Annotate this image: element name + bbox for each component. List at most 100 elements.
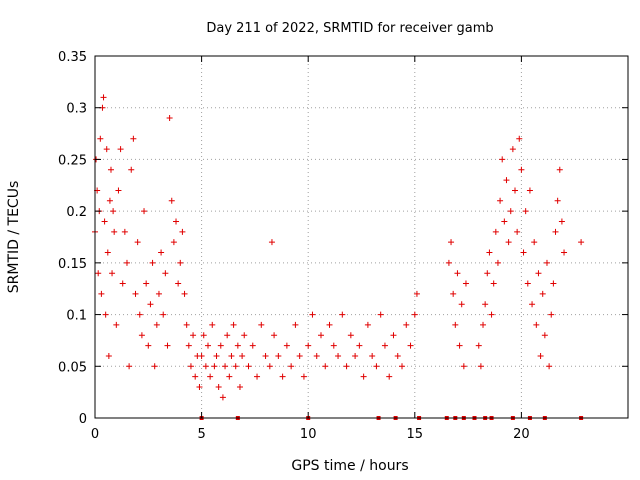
data-point — [448, 239, 455, 246]
data-point — [175, 280, 182, 287]
data-point — [454, 270, 461, 277]
data-point — [522, 208, 529, 215]
data-point — [539, 290, 546, 297]
x-tick-label: 15 — [407, 427, 424, 442]
data-point — [141, 208, 148, 215]
data-point — [128, 166, 135, 173]
data-point — [543, 259, 550, 266]
data-point — [147, 301, 154, 308]
data-point — [364, 321, 371, 328]
y-tick-label: 0.25 — [58, 153, 87, 168]
data-point — [541, 332, 548, 339]
data-point — [386, 373, 393, 380]
data-point — [399, 363, 406, 370]
data-point — [230, 321, 237, 328]
data-point — [107, 166, 114, 173]
data-point — [292, 321, 299, 328]
data-point — [503, 177, 510, 184]
data-point — [537, 352, 544, 359]
data-point — [505, 239, 512, 246]
data-point — [196, 383, 203, 390]
data-point — [552, 228, 559, 235]
data-point — [219, 394, 226, 401]
data-point — [317, 332, 324, 339]
y-tick-label: 0.35 — [58, 50, 87, 65]
data-point — [117, 146, 124, 153]
data-point — [215, 383, 222, 390]
data-point — [548, 311, 555, 318]
data-point — [497, 197, 504, 204]
data-point — [202, 363, 209, 370]
data-point — [546, 363, 553, 370]
data-point — [352, 352, 359, 359]
data-point — [458, 301, 465, 308]
data-point — [149, 259, 156, 266]
x-tick-label: 0 — [91, 427, 99, 442]
data-point — [531, 239, 538, 246]
y-tick-label: 0.15 — [58, 257, 87, 272]
data-point — [232, 363, 239, 370]
data-point — [145, 342, 152, 349]
data-point — [106, 197, 113, 204]
data-point — [217, 342, 224, 349]
data-point — [494, 259, 501, 266]
data-point — [407, 342, 414, 349]
data-point — [113, 321, 120, 328]
data-point — [268, 239, 275, 246]
data-point — [115, 187, 122, 194]
data-point — [222, 363, 229, 370]
data-point — [394, 352, 401, 359]
data-point — [283, 342, 290, 349]
data-point — [509, 146, 516, 153]
data-point — [305, 342, 312, 349]
data-point — [535, 270, 542, 277]
data-point — [550, 280, 557, 287]
chart-title: Day 211 of 2022, SRMTID for receiver gam… — [206, 21, 493, 36]
data-point — [179, 228, 186, 235]
data-point — [516, 135, 523, 142]
data-point — [249, 342, 256, 349]
y-tick-label: 0.3 — [66, 102, 87, 117]
plot-frame — [94, 55, 629, 419]
data-point — [456, 342, 463, 349]
data-point — [477, 363, 484, 370]
data-point — [211, 363, 218, 370]
data-point — [288, 363, 295, 370]
data-point — [173, 218, 180, 225]
data-point — [151, 363, 158, 370]
data-point — [360, 373, 367, 380]
data-point — [103, 146, 110, 153]
data-point — [158, 249, 165, 256]
data-point — [164, 342, 171, 349]
data-point — [187, 363, 194, 370]
data-point — [104, 249, 111, 256]
data-point — [313, 352, 320, 359]
data-point — [514, 228, 521, 235]
data-point — [162, 270, 169, 277]
data-point — [452, 321, 459, 328]
data-point — [377, 311, 384, 318]
data-point — [207, 373, 214, 380]
data-point — [507, 208, 514, 215]
data-point — [143, 280, 150, 287]
data-point — [369, 352, 376, 359]
data-point — [490, 280, 497, 287]
data-point — [403, 321, 410, 328]
data-point — [192, 373, 199, 380]
data-point — [381, 342, 388, 349]
data-point — [138, 332, 145, 339]
data-point — [275, 352, 282, 359]
data-point — [110, 208, 117, 215]
data-point — [445, 259, 452, 266]
data-point — [100, 94, 107, 101]
data-point — [373, 363, 380, 370]
data-point — [413, 290, 420, 297]
x-tick-label: 5 — [197, 427, 205, 442]
data-point — [488, 311, 495, 318]
data-point — [578, 239, 585, 246]
data-point — [526, 187, 533, 194]
data-point — [105, 352, 112, 359]
data-point — [556, 166, 563, 173]
data-point — [524, 280, 531, 287]
data-point — [98, 290, 105, 297]
